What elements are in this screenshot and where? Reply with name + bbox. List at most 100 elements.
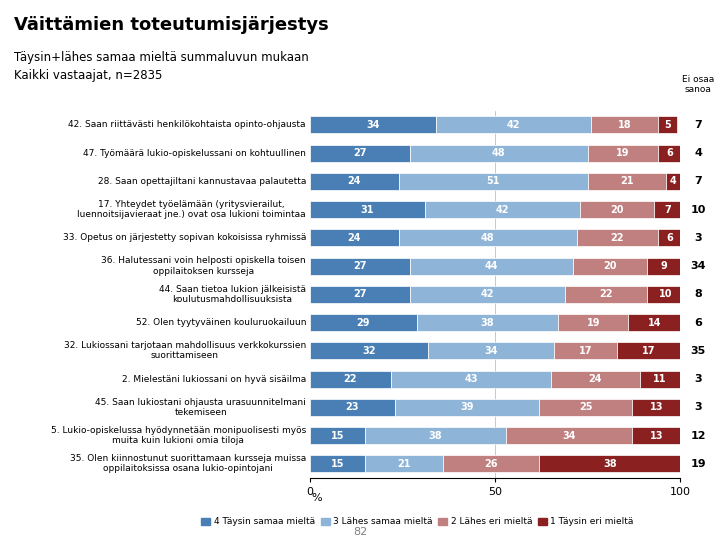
Bar xyxy=(539,399,632,416)
Text: 8: 8 xyxy=(695,289,702,299)
Text: 17: 17 xyxy=(642,346,656,356)
Text: 43: 43 xyxy=(464,374,477,384)
Text: 34: 34 xyxy=(690,261,706,271)
Text: 31: 31 xyxy=(360,205,374,214)
Text: 9: 9 xyxy=(660,261,667,271)
Text: 52. Olen tyytyväinen kouluruokailuun: 52. Olen tyytyväinen kouluruokailuun xyxy=(135,318,306,327)
Bar xyxy=(658,116,677,133)
Bar xyxy=(647,286,684,303)
Text: 34: 34 xyxy=(562,430,576,441)
Bar xyxy=(410,258,573,274)
Legend: 4 Täysin samaa mieltä, 3 Lähes samaa mieltä, 2 Lähes eri mieltä, 1 Täysin eri mi: 4 Täysin samaa mieltä, 3 Lähes samaa mie… xyxy=(198,514,637,530)
Text: 4: 4 xyxy=(695,148,702,158)
Text: %: % xyxy=(312,492,322,503)
Text: 48: 48 xyxy=(481,233,495,243)
Text: 36. Halutessani voin helposti opiskella toisen
oppilaitoksen kursseja: 36. Halutessani voin helposti opiskella … xyxy=(102,256,306,276)
Bar xyxy=(310,314,417,331)
Text: 3: 3 xyxy=(695,233,702,243)
Text: 38: 38 xyxy=(481,318,495,328)
Text: 20: 20 xyxy=(611,205,624,214)
Bar xyxy=(565,286,647,303)
Bar xyxy=(506,427,632,444)
Text: 44: 44 xyxy=(485,261,498,271)
Bar xyxy=(577,230,658,246)
Text: 22: 22 xyxy=(611,233,624,243)
Text: 7: 7 xyxy=(695,120,702,130)
Bar xyxy=(310,455,365,472)
Text: 6: 6 xyxy=(666,233,672,243)
Bar xyxy=(310,286,410,303)
Text: 10: 10 xyxy=(690,205,706,214)
Text: 34: 34 xyxy=(485,346,498,356)
Text: Ei osaa
sanoa: Ei osaa sanoa xyxy=(683,75,714,94)
Bar xyxy=(554,342,617,359)
Text: Väittämien toteutumisjärjestys: Väittämien toteutumisjärjestys xyxy=(14,16,329,34)
Text: 19: 19 xyxy=(587,318,600,328)
Text: 39: 39 xyxy=(461,402,474,412)
Text: 12: 12 xyxy=(690,430,706,441)
Text: 7: 7 xyxy=(664,205,671,214)
Bar xyxy=(310,399,395,416)
Text: 10: 10 xyxy=(659,289,672,299)
Text: 7: 7 xyxy=(695,177,702,186)
Text: 21: 21 xyxy=(397,459,411,469)
Text: 35: 35 xyxy=(690,346,706,356)
Text: 13: 13 xyxy=(649,402,663,412)
Bar xyxy=(417,314,558,331)
Text: 20: 20 xyxy=(603,261,617,271)
Text: 27: 27 xyxy=(353,148,366,158)
Bar xyxy=(310,342,428,359)
Bar xyxy=(588,145,658,161)
Bar xyxy=(551,370,639,388)
Text: 3: 3 xyxy=(695,402,702,412)
Bar xyxy=(310,145,410,161)
Text: 28. Saan opettajiltani kannustavaa palautetta: 28. Saan opettajiltani kannustavaa palau… xyxy=(98,177,306,186)
Bar xyxy=(632,399,680,416)
Text: 23: 23 xyxy=(346,402,359,412)
Bar xyxy=(580,201,654,218)
Bar xyxy=(591,116,658,133)
Bar xyxy=(425,201,580,218)
Text: 21: 21 xyxy=(620,177,634,186)
Text: 24: 24 xyxy=(588,374,602,384)
Text: 38: 38 xyxy=(429,430,443,441)
Text: 82: 82 xyxy=(353,527,367,537)
Text: 19: 19 xyxy=(690,459,706,469)
Text: 11: 11 xyxy=(653,374,667,384)
Text: 22: 22 xyxy=(343,374,357,384)
Bar xyxy=(654,201,680,218)
Bar xyxy=(310,258,410,274)
Bar xyxy=(310,173,399,190)
Bar xyxy=(588,173,665,190)
Text: Kaikki vastaajat, n=2835: Kaikki vastaajat, n=2835 xyxy=(14,69,163,82)
Text: 38: 38 xyxy=(603,459,617,469)
Text: 4: 4 xyxy=(670,177,676,186)
Bar xyxy=(365,427,506,444)
Text: 42: 42 xyxy=(481,289,495,299)
Bar xyxy=(558,314,629,331)
Text: 5. Lukio-opiskelussa hyödynnetään monipuolisesti myös
muita kuin lukioni omia ti: 5. Lukio-opiskelussa hyödynnetään monipu… xyxy=(50,426,306,445)
Text: 5: 5 xyxy=(664,120,671,130)
Text: 24: 24 xyxy=(347,177,361,186)
Bar xyxy=(617,342,680,359)
Text: 33. Opetus on järjestetty sopivan kokoisissa ryhmissä: 33. Opetus on järjestetty sopivan kokois… xyxy=(63,233,306,242)
Bar xyxy=(443,455,539,472)
Text: 27: 27 xyxy=(353,289,366,299)
Bar xyxy=(647,258,680,274)
Text: 51: 51 xyxy=(487,177,500,186)
Text: 42. Saan riittävästi henkilökohtaista opinto-ohjausta: 42. Saan riittävästi henkilökohtaista op… xyxy=(68,120,306,129)
Bar xyxy=(395,399,539,416)
Bar xyxy=(410,286,565,303)
Text: 2. Mielestäni lukiossani on hyvä sisäilma: 2. Mielestäni lukiossani on hyvä sisäilm… xyxy=(122,375,306,383)
Bar xyxy=(310,230,399,246)
Bar xyxy=(399,230,577,246)
Text: Täysin+lähes samaa mieltä summaluvun mukaan: Täysin+lähes samaa mieltä summaluvun muk… xyxy=(14,51,309,64)
Bar xyxy=(436,116,591,133)
Text: 14: 14 xyxy=(648,318,661,328)
Text: 42: 42 xyxy=(507,120,521,130)
Text: 35. Olen kiinnostunut suorittamaan kursseja muissa
oppilaitoksissa osana lukio-o: 35. Olen kiinnostunut suorittamaan kurss… xyxy=(70,454,306,474)
Text: 22: 22 xyxy=(600,289,613,299)
Bar xyxy=(658,230,680,246)
Text: 32: 32 xyxy=(362,346,376,356)
Text: 17: 17 xyxy=(579,346,593,356)
